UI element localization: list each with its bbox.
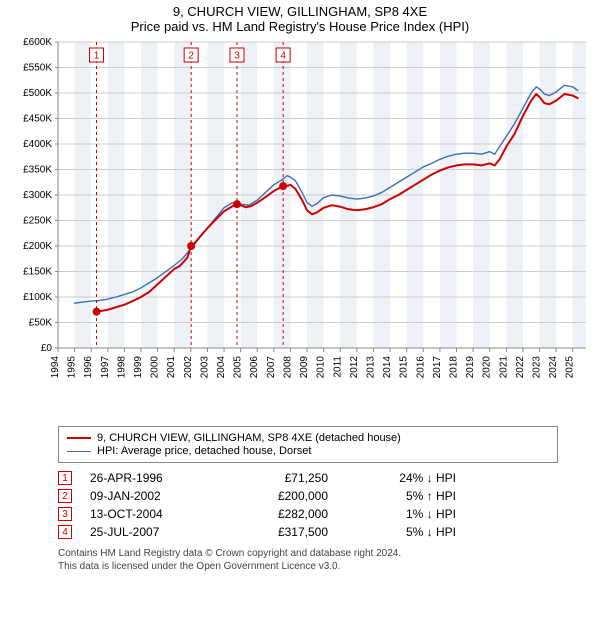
svg-text:2003: 2003 [199,356,210,379]
legend-swatch [67,437,91,439]
sale-marker: 3 [58,507,72,521]
legend-row: HPI: Average price, detached house, Dors… [67,445,549,457]
sale-delta: 5% ↓ HPI [346,525,456,539]
sale-price: £282,000 [228,507,328,521]
chart: £0 £50K £100K £150K £200K £250K £300K £350K £400… [8,38,592,418]
svg-text:£150K: £150K [23,267,52,278]
title-line2: Price paid vs. HM Land Registry's House … [8,19,592,34]
svg-text:2007: 2007 [266,356,277,379]
svg-text:2019: 2019 [465,356,476,379]
footer-line2: This data is licensed under the Open Gov… [58,560,558,573]
svg-text:2021: 2021 [498,356,509,379]
svg-text:1995: 1995 [67,356,78,379]
svg-text:1996: 1996 [83,356,94,379]
legend-swatch [67,451,91,452]
svg-text:2025: 2025 [565,356,576,379]
svg-text:2004: 2004 [216,356,227,379]
sale-date: 13-OCT-2004 [90,507,210,521]
svg-text:1997: 1997 [100,356,111,379]
svg-text:2014: 2014 [382,356,393,379]
sale-delta: 24% ↓ HPI [346,471,456,485]
svg-text:1994: 1994 [50,356,61,379]
svg-text:£450K: £450K [23,114,52,125]
svg-text:£300K: £300K [23,190,52,201]
svg-text:2015: 2015 [399,356,410,379]
legend-label: HPI: Average price, detached house, Dors… [97,445,311,457]
svg-text:2001: 2001 [166,356,177,379]
svg-text:£0: £0 [41,343,53,354]
svg-text:1: 1 [94,51,100,62]
sale-marker: 1 [58,471,72,485]
svg-text:2013: 2013 [365,356,376,379]
sales-row: 2 09-JAN-2002 £200,000 5% ↑ HPI [58,487,558,505]
sale-delta: 1% ↓ HPI [346,507,456,521]
svg-text:3: 3 [234,51,240,62]
sale-date: 09-JAN-2002 [90,489,210,503]
svg-text:2024: 2024 [548,356,559,379]
svg-text:£100K: £100K [23,292,52,303]
svg-text:£50K: £50K [29,318,53,329]
svg-text:£550K: £550K [23,63,52,74]
svg-text:£200K: £200K [23,241,52,252]
svg-text:2022: 2022 [515,356,526,379]
svg-text:2005: 2005 [233,356,244,379]
legend-label: 9, CHURCH VIEW, GILLINGHAM, SP8 4XE (det… [97,432,401,444]
sale-price: £200,000 [228,489,328,503]
legend: 9, CHURCH VIEW, GILLINGHAM, SP8 4XE (det… [58,426,558,463]
svg-text:2012: 2012 [349,356,360,379]
sale-delta: 5% ↑ HPI [346,489,456,503]
svg-text:2009: 2009 [299,356,310,379]
svg-text:2010: 2010 [316,356,327,379]
svg-text:4: 4 [280,51,286,62]
title-line1: 9, CHURCH VIEW, GILLINGHAM, SP8 4XE [8,4,592,19]
sale-date: 25-JUL-2007 [90,525,210,539]
svg-text:2006: 2006 [249,356,260,379]
sale-marker: 2 [58,489,72,503]
svg-text:2008: 2008 [282,356,293,379]
svg-text:£500K: £500K [23,88,52,99]
svg-text:1999: 1999 [133,356,144,379]
footer-line1: Contains HM Land Registry data © Crown c… [58,547,558,560]
svg-text:2016: 2016 [415,356,426,379]
svg-text:2017: 2017 [432,356,443,379]
sales-table: 1 26-APR-1996 £71,250 24% ↓ HPI 2 09-JAN-2002… [58,469,558,541]
svg-text:2023: 2023 [532,356,543,379]
svg-text:2: 2 [188,51,194,62]
svg-text:2000: 2000 [150,356,161,379]
sale-price: £317,500 [228,525,328,539]
sale-date: 26-APR-1996 [90,471,210,485]
footer: Contains HM Land Registry data © Crown c… [58,547,558,573]
sales-row: 4 25-JUL-2007 £317,500 5% ↓ HPI [58,523,558,541]
sale-price: £71,250 [228,471,328,485]
svg-text:2002: 2002 [183,356,194,379]
svg-text:£250K: £250K [23,216,52,227]
svg-text:£400K: £400K [23,139,52,150]
sales-row: 1 26-APR-1996 £71,250 24% ↓ HPI [58,469,558,487]
svg-text:2018: 2018 [448,356,459,379]
legend-row: 9, CHURCH VIEW, GILLINGHAM, SP8 4XE (det… [67,432,549,444]
svg-text:1998: 1998 [116,356,127,379]
svg-text:2020: 2020 [482,356,493,379]
svg-text:2011: 2011 [332,356,343,378]
svg-text:£600K: £600K [23,38,52,48]
svg-text:£350K: £350K [23,165,52,176]
chart-svg: £0 £50K £100K £150K £200K £250K £300K £350K £400… [8,38,592,418]
sale-marker: 4 [58,525,72,539]
sales-row: 3 13-OCT-2004 £282,000 1% ↓ HPI [58,505,558,523]
